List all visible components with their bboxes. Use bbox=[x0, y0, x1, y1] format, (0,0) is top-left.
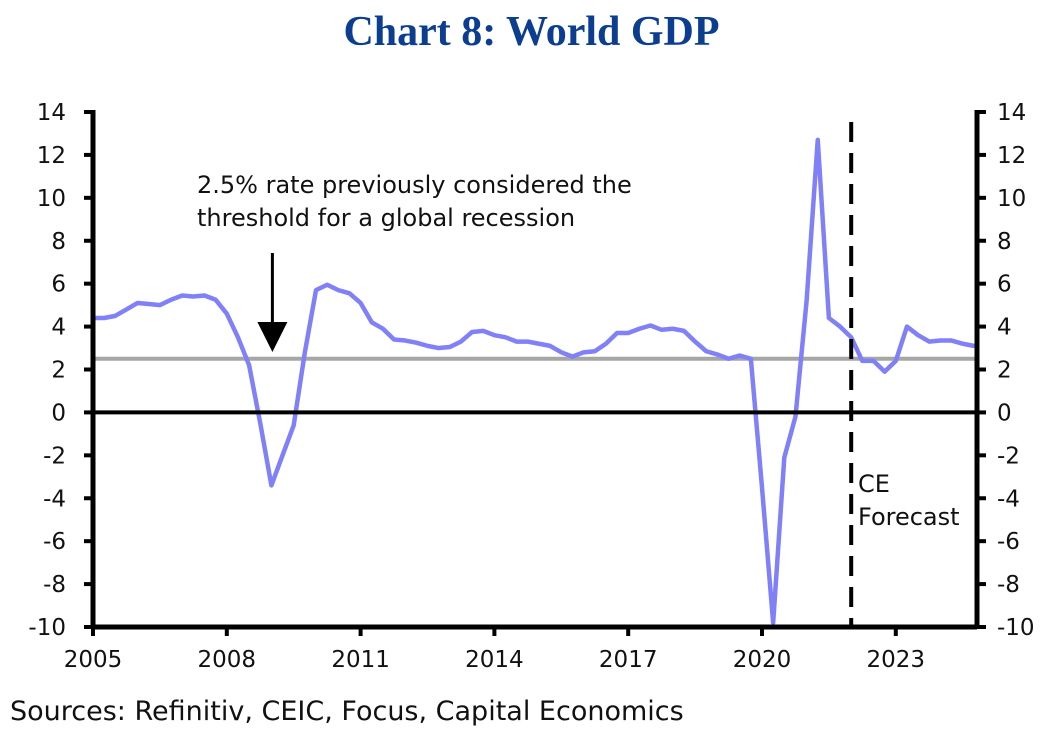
left-y-tick-label: -6 bbox=[43, 529, 66, 555]
right-y-tick-label: 12 bbox=[997, 143, 1026, 169]
left-y-tick-label: 2 bbox=[51, 358, 66, 384]
left-y-tick-label: 4 bbox=[51, 315, 66, 341]
right-y-tick-label: -4 bbox=[997, 486, 1020, 512]
left-y-tick-label: 12 bbox=[37, 143, 66, 169]
left-y-tick-label: -2 bbox=[43, 443, 66, 469]
down-arrow-icon bbox=[257, 322, 288, 352]
threshold-annotation-line: 2.5% rate previously considered the bbox=[197, 171, 632, 199]
right-y-tick-label: -2 bbox=[997, 443, 1020, 469]
x-tick-label: 2014 bbox=[465, 647, 524, 673]
right-y-tick-label: 8 bbox=[997, 229, 1012, 255]
left-y-tick-label: -10 bbox=[28, 615, 66, 641]
forecast-label-line: Forecast bbox=[858, 503, 960, 531]
right-y-tick-label: 10 bbox=[997, 186, 1026, 212]
series-line-world-gdp bbox=[90, 137, 977, 625]
threshold-annotation-line: threshold for a global recession bbox=[197, 204, 575, 232]
left-y-tick-label: 8 bbox=[51, 229, 66, 255]
x-tick-label: 2017 bbox=[599, 647, 658, 673]
left-y-tick-label: 14 bbox=[37, 100, 66, 126]
x-tick-label: 2020 bbox=[733, 647, 792, 673]
left-y-tick-label: 10 bbox=[37, 186, 66, 212]
x-tick-label: 2023 bbox=[867, 647, 926, 673]
forecast-label-line: CE bbox=[858, 470, 890, 498]
left-y-tick-label: 6 bbox=[51, 272, 66, 298]
left-y-tick-label: -8 bbox=[43, 572, 66, 598]
x-tick-label: 2011 bbox=[331, 647, 390, 673]
chart-title: Chart 8: World GDP bbox=[343, 9, 720, 55]
right-y-tick-label: 2 bbox=[997, 358, 1012, 384]
x-tick-label: 2008 bbox=[198, 647, 257, 673]
right-y-tick-label: 4 bbox=[997, 315, 1012, 341]
x-tick-label: 2005 bbox=[64, 647, 123, 673]
right-y-tick-label: 14 bbox=[997, 100, 1026, 126]
left-y-tick-label: 0 bbox=[51, 400, 66, 426]
right-y-tick-label: -10 bbox=[997, 615, 1035, 641]
right-y-tick-label: -6 bbox=[997, 529, 1020, 555]
right-y-tick-label: -8 bbox=[997, 572, 1020, 598]
source-note: Sources: Refinitiv, CEIC, Focus, Capital… bbox=[10, 696, 684, 727]
right-y-tick-label: 6 bbox=[997, 272, 1012, 298]
left-y-tick-label: -4 bbox=[43, 486, 66, 512]
right-y-tick-label: 0 bbox=[997, 400, 1012, 426]
